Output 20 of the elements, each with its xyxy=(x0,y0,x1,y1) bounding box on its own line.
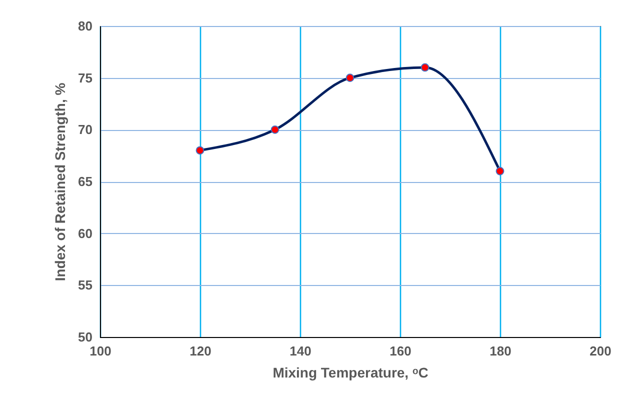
point xyxy=(420,63,430,72)
y-tick-label: 60 xyxy=(78,226,92,241)
y-tick-label: 50 xyxy=(78,330,92,344)
point xyxy=(346,74,354,82)
y-tick-label: 70 xyxy=(78,122,92,138)
y-tick-label: 75 xyxy=(78,70,92,86)
y-tick-label: 55 xyxy=(78,278,92,293)
x-tick-label: 180 xyxy=(490,344,512,358)
x-tick-label: 120 xyxy=(190,344,212,358)
point xyxy=(270,125,280,134)
y-tick-label: 80 xyxy=(78,18,92,34)
y-tick-label: 65 xyxy=(78,174,92,189)
x-tick-label: 140 xyxy=(290,344,312,358)
point xyxy=(496,166,504,176)
point xyxy=(196,146,204,155)
x-tick-label: 100 xyxy=(90,344,112,358)
x-axis-title: Mixing Temperature, ᵒC xyxy=(272,364,428,380)
x-tick-label: 200 xyxy=(590,344,612,358)
y-axis-title: Index of Retained Strength, % xyxy=(52,82,68,282)
x-tick-label: 160 xyxy=(390,344,412,358)
